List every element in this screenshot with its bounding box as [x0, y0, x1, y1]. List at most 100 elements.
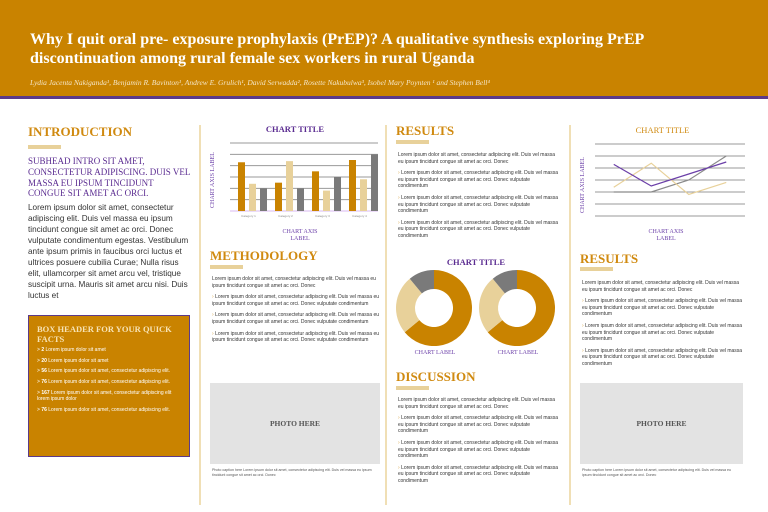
lead-paragraph: Lorem ipsum dolor sit amet, consectetur …	[212, 276, 376, 289]
donut-slice	[409, 270, 434, 294]
column-divider	[385, 125, 387, 505]
quick-facts-heading: BOX HEADER FOR YOUR QUICK FACTS	[37, 324, 172, 345]
quick-fact: > 20 Lorem ipsum dolor sit amet	[37, 357, 109, 364]
heading-underline	[28, 145, 61, 149]
bar	[371, 154, 378, 211]
bullet-marker: ›	[582, 298, 586, 305]
bullet-marker: ›	[212, 294, 216, 301]
bullet-marker: ›	[398, 219, 402, 226]
donut-chart-title: CHART TITLE	[446, 257, 506, 267]
donut-slice	[492, 270, 517, 294]
results-2-text: Lorem ipsum dolor sit amet, consectetur …	[582, 280, 745, 373]
bullet-marker: ›	[582, 322, 586, 329]
heading-underline	[396, 140, 429, 144]
bullet-marker: ›	[582, 347, 586, 354]
lead-paragraph: Lorem ipsum dolor sit amet, consectetur …	[398, 152, 556, 165]
bar-chart: Category 1 Category 2 Category 3 Category 4	[230, 142, 378, 218]
quick-fact: > 167 Lorem ipsum dolor sit amet, consec…	[37, 389, 172, 403]
authors: Lydia Jacenta Nakiganda¹, Benjamin R. Ba…	[30, 78, 490, 87]
column-divider	[199, 125, 201, 505]
lead-paragraph: Lorem ipsum dolor sit amet, consectetur …	[582, 280, 740, 293]
bullet-marker: ›	[398, 415, 402, 422]
bar	[349, 160, 356, 211]
bar	[238, 162, 245, 211]
quick-facts-box: BOX HEADER FOR YOUR QUICK FACTS > 2 Lore…	[28, 315, 190, 458]
column-1: INTRODUCTION SUBHEAD INTRO SIT AMET, CON…	[28, 124, 193, 458]
bar	[286, 161, 293, 211]
bar	[323, 190, 330, 211]
donut-slice	[487, 270, 555, 346]
line-chart-title: CHART TITLE	[635, 125, 690, 135]
series-line	[613, 161, 727, 187]
line-chart-y-label: CHART AXIS LABEL	[580, 157, 586, 213]
bullet-paragraph: › Lorem ipsum dolor sit amet, consectetu…	[398, 464, 559, 484]
bullet-marker: ›	[398, 170, 402, 177]
line-chart	[595, 143, 745, 217]
intro-subhead: SUBHEAD INTRO SIT AMET, CONSECTETUR ADIP…	[28, 156, 191, 199]
donut-slice	[404, 270, 472, 346]
donut-label-2: CHART LABEL	[497, 350, 539, 356]
bullet-paragraph: › Lorem ipsum dolor sit amet, consectetu…	[582, 298, 743, 318]
quick-fact: > 56 Lorem ipsum dolor sit amet, consect…	[37, 368, 170, 375]
heading-underline	[396, 386, 429, 390]
photo-placeholder: PHOTO HERE	[210, 383, 380, 464]
bullet-paragraph: › Lorem ipsum dolor sit amet, consectetu…	[582, 322, 743, 343]
donut-slice	[479, 278, 505, 333]
bar	[297, 188, 304, 211]
bullet-paragraph: › Lorem ipsum dolor sit amet, consectetu…	[398, 415, 559, 435]
donut-slice	[396, 278, 422, 333]
photo-placeholder-2: PHOTO HERE	[580, 383, 743, 464]
bullet-paragraph: › Lorem ipsum dolor sit amet, consectetu…	[212, 294, 380, 307]
heading-underline	[580, 267, 613, 271]
bar	[260, 188, 267, 211]
bullet-marker: ›	[398, 194, 402, 201]
donut-charts	[396, 270, 555, 346]
donut-label-1: CHART LABEL	[414, 350, 456, 356]
bullet-marker: ›	[212, 312, 216, 319]
photo-caption-2: Photo caption here Lorem ipsum dolor sit…	[582, 468, 732, 477]
line-chart-x-label: CHART AXIS LABEL	[648, 229, 684, 242]
bullet-marker: ›	[398, 439, 402, 446]
quick-facts-list: > 2 Lorem ipsum dolor sit amet > 20 Lorem…	[37, 347, 181, 413]
results-heading-2: RESULTS	[580, 251, 639, 266]
quick-fact: > 76 Lorem ipsum dolor sit amet, consect…	[37, 406, 170, 413]
bar	[249, 183, 256, 211]
bar	[312, 171, 319, 211]
quick-fact: > 76 Lorem ipsum dolor sit amet, consect…	[37, 378, 170, 385]
bullet-marker: ›	[212, 330, 216, 337]
header-text: Why I quit oral pre- exposure prophylaxi…	[30, 30, 750, 87]
intro-body: Lorem ipsum dolor sit amet, consectetur …	[28, 203, 189, 301]
photo-caption: Photo caption here Lorem ipsum dolor sit…	[212, 468, 372, 477]
poster-header	[0, 0, 768, 96]
heading-underline	[210, 265, 243, 269]
bullet-marker: ›	[398, 464, 402, 471]
header-divider	[0, 96, 768, 99]
bullet-paragraph: › Lorem ipsum dolor sit amet, consectetu…	[212, 330, 380, 344]
x-tick-label: Category 4	[352, 214, 367, 218]
x-tick-label: Category 1	[241, 214, 256, 218]
bar-chart-title: CHART TITLE	[265, 124, 325, 134]
bar	[334, 177, 341, 211]
bar-chart-x-label: CHART AXIS LABEL	[282, 229, 318, 242]
methodology-text: Lorem ipsum dolor sit amet, consectetur …	[212, 276, 382, 349]
bullet-paragraph: › Lorem ipsum dolor sit amet, consectetu…	[582, 347, 743, 367]
x-tick-label: Category 3	[315, 214, 330, 218]
discussion-text: Lorem ipsum dolor sit amet, consectetur …	[398, 397, 560, 490]
column-divider	[569, 125, 571, 505]
lead-paragraph: Lorem ipsum dolor sit amet, consectetur …	[398, 397, 556, 410]
bullet-paragraph: › Lorem ipsum dolor sit amet, consectetu…	[398, 170, 559, 190]
bullet-paragraph: › Lorem ipsum dolor sit amet, consectetu…	[398, 439, 559, 460]
bar	[275, 182, 282, 211]
bullet-paragraph: › Lorem ipsum dolor sit amet, consectetu…	[398, 219, 559, 239]
x-tick-label: Category 2	[278, 214, 293, 218]
bar-chart-y-label: CHART AXIS LABEL	[210, 152, 216, 208]
bullet-paragraph: › Lorem ipsum dolor sit amet, consectetu…	[398, 194, 559, 215]
bar	[360, 179, 367, 211]
quick-fact: > 2 Lorem ipsum dolor sit amet	[37, 347, 106, 354]
intro-heading: INTRODUCTION	[28, 124, 133, 139]
methodology-heading: METHODOLOGY	[210, 248, 318, 263]
discussion-heading: DISCUSSION	[396, 369, 476, 384]
bullet-paragraph: › Lorem ipsum dolor sit amet, consectetu…	[212, 312, 380, 325]
poster-title: Why I quit oral pre- exposure prophylaxi…	[30, 31, 644, 67]
results-heading: RESULTS	[396, 123, 455, 138]
